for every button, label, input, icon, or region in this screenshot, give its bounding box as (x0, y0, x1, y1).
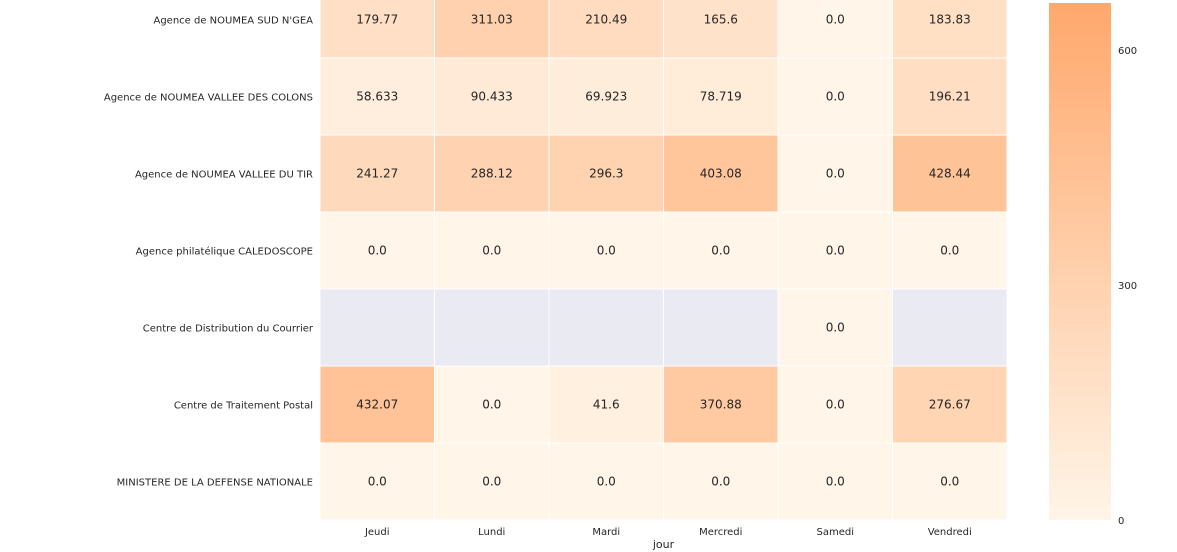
heatmap-cell-value: 0.0 (482, 244, 501, 258)
heatmap-cell-value: 0.0 (368, 244, 387, 258)
heatmap-cell-value: 241.27 (356, 167, 398, 181)
heatmap-cell (892, 442, 1008, 521)
heatmap-cell (892, 365, 1008, 444)
heatmap-cell-value: 78.719 (700, 90, 742, 104)
heatmap-cell-value: 370.88 (700, 398, 742, 412)
heatmap-cell (548, 0, 664, 59)
colorbar-tick-label: 0 (1118, 516, 1124, 527)
heatmap-cell (319, 0, 435, 59)
heatmap-cell-value: 0.0 (482, 475, 501, 489)
heatmap-cell (892, 0, 1008, 59)
heatmap-cell-value: 0.0 (711, 244, 730, 258)
heatmap-cell (434, 365, 550, 444)
heatmap-cell-value: 0.0 (826, 90, 845, 104)
heatmap-cell (663, 0, 779, 59)
heatmap-cell (319, 57, 435, 136)
heatmap-cell (663, 211, 779, 290)
x-axis-tick-label: Mercredi (699, 527, 742, 538)
heatmap-cell (777, 0, 893, 59)
heatmap-cell-value: 41.6 (593, 398, 620, 412)
heatmap-cell-value: 0.0 (826, 244, 845, 258)
heatmap-cell-value: 0.0 (482, 398, 501, 412)
heatmap-cell (434, 288, 550, 367)
heatmap-cell-labels: 179.77 311.03 210.49 165.6 0.0 183.83 58.633 90… (356, 13, 971, 489)
x-axis-title: jour (652, 538, 675, 551)
heatmap-cell (892, 134, 1008, 213)
y-axis-tick-label: Agence de NOUMEA VALLEE DES COLONS (104, 93, 313, 104)
heatmap-cell (892, 288, 1008, 367)
heatmap-cell-value: 0.0 (826, 167, 845, 181)
heatmap-cell-value: 196.21 (929, 90, 971, 104)
heatmap-cell-value: 183.83 (929, 13, 971, 27)
heatmap-cell-value: 165.6 (704, 13, 738, 27)
heatmap-cell (434, 442, 550, 521)
heatmap-cell-value: 0.0 (597, 475, 616, 489)
heatmap-cell-value: 0.0 (940, 475, 959, 489)
heatmap-cell-value: 403.08 (700, 167, 742, 181)
heatmap-cell (892, 211, 1008, 290)
y-axis-tick-label: Centre de Distribution du Courrier (143, 324, 314, 335)
heatmap-cell (548, 211, 664, 290)
heatmap-cell (663, 442, 779, 521)
heatmap-cell-value: 90.433 (471, 90, 513, 104)
heatmap-cell-value: 179.77 (356, 13, 398, 27)
heatmap-cell (548, 365, 664, 444)
heatmap-cell (663, 134, 779, 213)
heatmap-cell (663, 57, 779, 136)
colorbar-tick-label: 300 (1118, 281, 1137, 292)
colorbar (1049, 3, 1111, 520)
heatmap-cell-value: 288.12 (471, 167, 513, 181)
heatmap-cell-value: 210.49 (585, 13, 627, 27)
heatmap-cell (663, 365, 779, 444)
heatmap-cell-value: 0.0 (826, 13, 845, 27)
heatmap-cell-value: 428.44 (929, 167, 971, 181)
heatmap-cell (434, 57, 550, 136)
heatmap-cell (434, 134, 550, 213)
y-axis-tick-labels: Agence de NOUMEA SUD N'GEA Agence de NOUM… (104, 16, 314, 489)
colorbar-tick-labels: 0 300 600 (1118, 46, 1137, 527)
heatmap-cell-value: 0.0 (826, 475, 845, 489)
heatmap-cell-value: 0.0 (826, 321, 845, 335)
heatmap-cell (319, 288, 435, 367)
heatmap-cell (319, 211, 435, 290)
heatmap-cell-value: 296.3 (589, 167, 623, 181)
y-axis-tick-label: MINISTERE DE LA DEFENSE NATIONALE (117, 478, 313, 489)
heatmap-cell-value: 0.0 (826, 398, 845, 412)
heatmap-cell-value: 69.923 (585, 90, 627, 104)
heatmap-cell-value: 58.633 (356, 90, 398, 104)
heatmap-cell (548, 288, 664, 367)
x-axis-tick-label: Mardi (592, 527, 620, 538)
heatmap-cell (434, 211, 550, 290)
heatmap-cell (548, 442, 664, 521)
x-axis-tick-labels: Jeudi Lundi Mardi Mercredi Samedi Vendredi (364, 527, 972, 538)
y-axis-tick-label: Centre de Traitement Postal (174, 401, 313, 412)
heatmap-cell (548, 57, 664, 136)
heatmap-cell (434, 0, 550, 59)
y-axis-tick-label: Agence de NOUMEA VALLEE DU TIR (135, 170, 313, 181)
heatmap-cells (319, 0, 1008, 521)
colorbar-tick-label: 600 (1118, 46, 1137, 57)
x-axis-tick-label: Vendredi (928, 527, 972, 538)
y-axis-tick-label: Agence de NOUMEA SUD N'GEA (153, 16, 313, 27)
heatmap-cell-value: 432.07 (356, 398, 398, 412)
x-axis-tick-label: Jeudi (364, 527, 390, 538)
heatmap-cell-value: 0.0 (368, 475, 387, 489)
heatmap-cell-value: 0.0 (597, 244, 616, 258)
heatmap-cell (777, 211, 893, 290)
heatmap-cell (777, 57, 893, 136)
heatmap-cell (319, 365, 435, 444)
heatmap-cell-value: 311.03 (471, 13, 513, 27)
heatmap-cell (777, 288, 893, 367)
heatmap-cell-value: 276.67 (929, 398, 971, 412)
heatmap-cell-value: 0.0 (711, 475, 730, 489)
heatmap-cell-value: 0.0 (940, 244, 959, 258)
y-axis-tick-label: Agence philatélique CALEDOSCOPE (136, 246, 313, 258)
heatmap-cell (892, 57, 1008, 136)
x-axis-tick-label: Lundi (478, 527, 505, 538)
x-axis-tick-label: Samedi (817, 527, 855, 538)
heatmap-cell (663, 288, 779, 367)
